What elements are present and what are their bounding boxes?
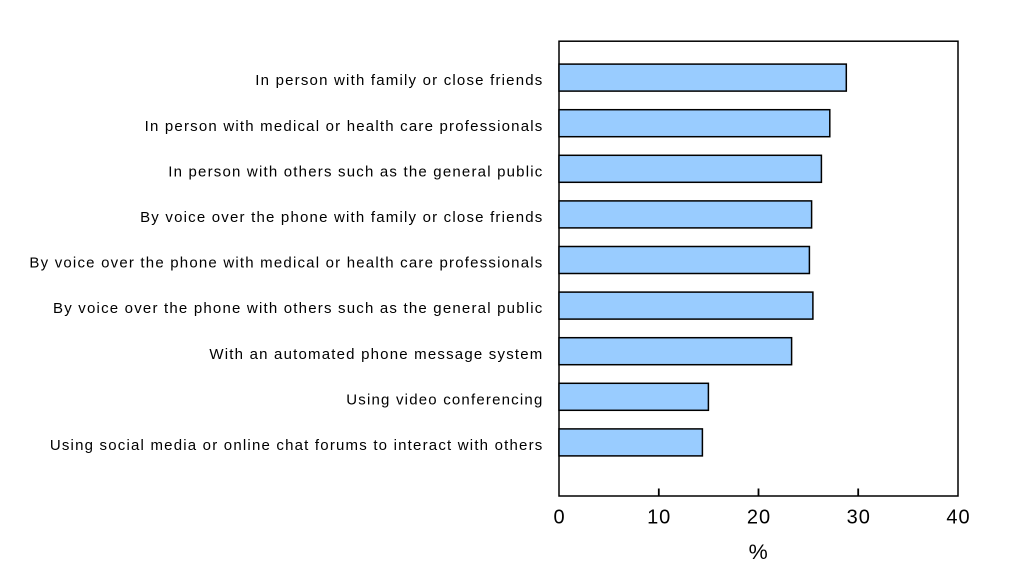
svg-text:With an automated phone messag: With an automated phone message system	[209, 346, 543, 363]
svg-text:0: 0	[553, 507, 565, 529]
svg-text:20: 20	[747, 507, 771, 529]
svg-text:By voice over the phone with m: By voice over the phone with medical or …	[29, 255, 543, 272]
svg-text:By voice over the phone with o: By voice over the phone with others such…	[53, 300, 543, 317]
svg-text:Using video conferencing: Using video conferencing	[346, 391, 543, 408]
svg-text:In person with others such as: In person with others such as the genera…	[168, 163, 543, 180]
svg-text:By voice over the phone with f: By voice over the phone with family or c…	[140, 209, 543, 226]
svg-text:%: %	[749, 540, 768, 562]
svg-text:In person with medical or heal: In person with medical or health care pr…	[145, 118, 544, 135]
svg-text:In person with family or close: In person with family or close friends	[255, 72, 543, 89]
svg-text:40: 40	[946, 507, 970, 529]
svg-text:Using social media or online c: Using social media or online chat forums…	[50, 437, 544, 454]
svg-text:10: 10	[647, 507, 671, 529]
svg-text:30: 30	[847, 507, 871, 529]
